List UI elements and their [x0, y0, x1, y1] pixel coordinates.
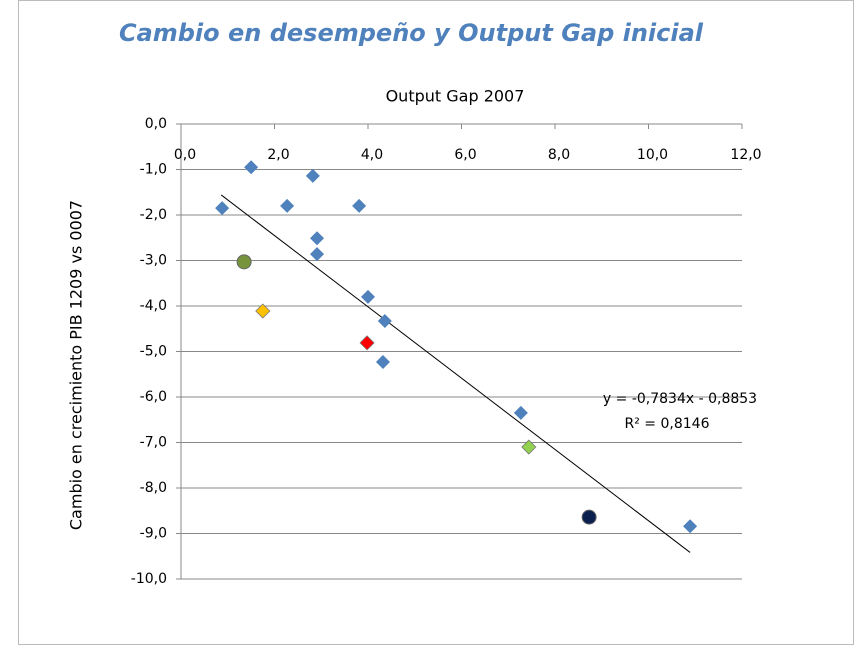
point [361, 289, 375, 304]
y-tick-label: -8,0 [140, 480, 167, 496]
y-axis-title: Cambio en crecimiento PIB 1209 vs 0007 [67, 200, 86, 530]
point [521, 439, 537, 455]
point [352, 198, 367, 213]
y-tick-label: -7,0 [140, 435, 167, 451]
point [244, 160, 259, 175]
point [310, 231, 325, 246]
trendline-equation: y = -0,7834x - 0,8853 [603, 391, 757, 407]
point [513, 405, 528, 420]
point [310, 247, 325, 262]
x-tick-label: 0,0 [174, 147, 196, 163]
point [375, 354, 390, 369]
point [359, 335, 375, 351]
y-tick-label: -2,0 [140, 207, 167, 223]
y-tick-label: -3,0 [140, 253, 167, 269]
y-tick-label: -4,0 [140, 298, 167, 314]
x-tick-label: 4,0 [361, 147, 383, 163]
y-tick-label: -10,0 [131, 571, 167, 587]
x-axis-title: Output Gap 2007 [386, 87, 525, 106]
point [280, 198, 295, 213]
y-tick-label: -6,0 [140, 389, 167, 405]
y-tick-label: -1,0 [140, 162, 167, 178]
y-tick-label: -5,0 [140, 344, 167, 360]
y-tick-label: 0,0 [145, 116, 167, 132]
point [581, 509, 597, 525]
trendline [220, 194, 691, 553]
point [305, 168, 320, 183]
x-tick-label: 12,0 [730, 147, 761, 163]
x-tick-label: 6,0 [454, 147, 476, 163]
y-tick-label: -9,0 [140, 526, 167, 542]
chart-title: Cambio en desempeño y Output Gap inicial [119, 19, 704, 47]
chart-frame [18, 0, 854, 645]
point [215, 201, 230, 216]
x-tick-label: 2,0 [267, 147, 289, 163]
x-tick-label: 8,0 [548, 147, 570, 163]
x-tick-label: 10,0 [637, 147, 668, 163]
point [236, 254, 252, 270]
point [377, 314, 392, 329]
point [255, 303, 271, 319]
trendline-r2: R² = 0,8146 [625, 416, 710, 432]
point [683, 519, 698, 534]
